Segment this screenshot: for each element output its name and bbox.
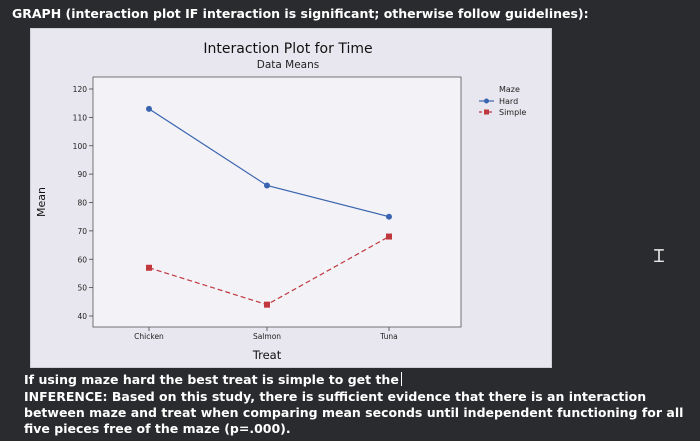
y-tick-label: 90 <box>77 170 87 179</box>
series-layer <box>146 105 392 308</box>
data-point-simple <box>264 301 270 308</box>
legend-marker-simple <box>484 109 489 115</box>
y-axis-label: Mean <box>35 187 48 217</box>
x-axis-label: Treat <box>252 348 282 362</box>
data-point-hard <box>264 182 270 189</box>
legend-marker-hard <box>484 98 489 104</box>
data-point-simple <box>146 264 152 271</box>
legend: Maze Hard Simple <box>479 85 526 117</box>
y-tick-label: 50 <box>77 284 87 293</box>
x-axis: Chicken Salmon Tuna <box>134 327 398 341</box>
y-tick-label: 60 <box>77 255 87 264</box>
y-tick-label: 110 <box>73 113 88 122</box>
y-tick-label: 80 <box>77 199 87 208</box>
y-axis: 40 50 60 70 80 90 100 110 120 <box>73 85 93 321</box>
plot-area <box>92 76 462 328</box>
data-point-hard <box>146 105 152 112</box>
interaction-plot: Interaction Plot for Time Data Means 40 5… <box>35 41 526 362</box>
question-heading: GRAPH (interaction plot IF interaction i… <box>12 6 589 21</box>
answer-line: If using maze hard the best treat is sim… <box>24 372 404 387</box>
data-point-hard <box>386 213 392 220</box>
y-tick-label: 40 <box>77 312 87 321</box>
inference-text: INFERENCE: Based on this study, there is… <box>24 389 684 436</box>
x-tick-label: Tuna <box>379 332 398 341</box>
interaction-plot-figure: Interaction Plot for Time Data Means 40 5… <box>30 28 552 368</box>
y-tick-label: 120 <box>73 85 88 94</box>
chart-title: Interaction Plot for Time <box>203 41 372 57</box>
legend-title: Maze <box>499 85 520 94</box>
answer-prompt: If using maze hard the best treat is sim… <box>24 372 399 387</box>
x-tick-label: Chicken <box>134 332 164 341</box>
y-tick-label: 70 <box>77 227 87 236</box>
y-tick-label: 100 <box>73 142 88 151</box>
legend-label-simple: Simple <box>499 108 526 117</box>
text-cursor-icon: Ɪ <box>654 246 665 267</box>
answer-input[interactable] <box>400 372 404 386</box>
legend-label-hard: Hard <box>499 97 518 106</box>
chart-subtitle: Data Means <box>257 59 320 71</box>
data-point-simple <box>386 233 392 240</box>
x-tick-label: Salmon <box>253 332 281 341</box>
